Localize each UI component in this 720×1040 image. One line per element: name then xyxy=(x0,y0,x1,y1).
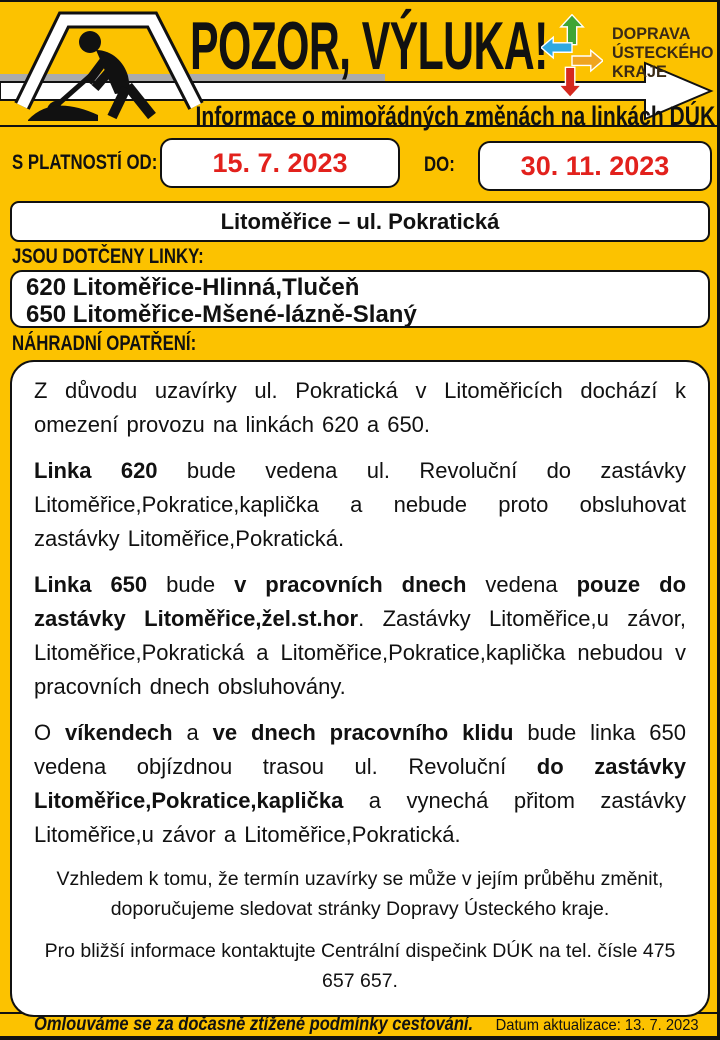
measure-run: a vynechá přitom zastávky Litoměřice,u z… xyxy=(34,788,686,847)
measure-run: a xyxy=(172,720,213,745)
measure-run-bold: v pracovních dnech xyxy=(234,572,467,597)
validity-from-label: S PLATNOSTÍ OD: xyxy=(12,151,194,175)
measure-run: bude xyxy=(147,572,235,597)
affected-lines-box: 620 Litoměřice-Hlinná,Tlučeň 650 Litoměři… xyxy=(10,270,710,328)
header-graphic xyxy=(0,11,714,121)
measure-run-bold: ve dnech pracovního klidu xyxy=(212,720,514,745)
header-subtitle: Informace o mimořádných změnách na linká… xyxy=(49,101,715,132)
measure-run-bold: Linka 620 xyxy=(34,458,158,483)
footer-updated: Datum aktualizace: 13. 7. 2023 xyxy=(478,1017,699,1035)
validity-from-date: 15. 7. 2023 xyxy=(212,147,348,178)
footer-apology: Omlouváme se za dočasně ztížené podmínky… xyxy=(34,1014,539,1036)
measures-text: Z důvodu uzavírky ul. Pokratická v Litom… xyxy=(10,360,710,1017)
validity-from-label-text: S PLATNOSTÍ OD: xyxy=(12,151,158,174)
measures-label-text: NÁHRADNÍ OPATŘENÍ: xyxy=(12,332,197,355)
measure-run: Vzhledem k tomu, že termín uzavírky se m… xyxy=(56,868,664,920)
measure-run: Pro bližší informace kontaktujte Centrál… xyxy=(44,940,676,992)
affected-lines-label: JSOU DOTČENY LINKY: xyxy=(12,245,252,269)
duk-logo-text: DOPRAVA ÚSTECKÉHO KRAJE xyxy=(612,24,717,81)
page-title-text: POZOR, VÝLUKA! xyxy=(190,8,548,84)
roadworks-icon xyxy=(14,11,204,121)
logo-line-1: DOPRAVA xyxy=(612,24,691,43)
page-title: POZOR, VÝLUKA! xyxy=(190,8,717,84)
affected-line: 620 Litoměřice-Hlinná,Tlučeň xyxy=(26,274,360,301)
validity-to-label: DO: xyxy=(424,153,463,177)
measure-run-bold: víkendech xyxy=(65,720,173,745)
footer-apology-text: Omlouváme se za dočasně ztížené podmínky… xyxy=(34,1014,474,1035)
measure-paragraph: O víkendech a ve dnech pracovního klidu … xyxy=(34,716,686,852)
measure-run-bold: pouze do zastávky Litoměřice,žel.st.hor xyxy=(34,572,687,631)
logo-line-3: KRAJE xyxy=(612,62,667,81)
measure-run: bude linka 650 vedena objízdnou trasou u… xyxy=(34,720,686,779)
measure-run: Z důvodu uzavírky ul. Pokratická v Litom… xyxy=(34,378,686,437)
header-subtitle-text: Informace o mimořádných změnách na linká… xyxy=(195,101,715,131)
measure-paragraph: Z důvodu uzavírky ul. Pokratická v Litom… xyxy=(34,374,686,442)
duk-arrows-icon xyxy=(541,14,603,98)
validity-to-label-text: DO: xyxy=(424,153,455,176)
validity-to-box: 30. 11. 2023 xyxy=(478,141,712,191)
measure-run-bold: Linka 650 xyxy=(34,572,148,597)
footer-updated-text: Datum aktualizace: 13. 7. 2023 xyxy=(496,1017,699,1034)
measure-run-bold: do zastávky Litoměřice,Pokratice,kapličk… xyxy=(34,754,686,813)
location-box: Litoměřice – ul. Pokratická xyxy=(10,201,710,242)
location-title: Litoměřice – ul. Pokratická xyxy=(220,208,500,234)
validity-from-box: 15. 7. 2023 xyxy=(160,138,400,188)
measures-label: NÁHRADNÍ OPATŘENÍ: xyxy=(12,332,242,356)
validity-to-date: 30. 11. 2023 xyxy=(520,150,670,181)
measure-paragraph: Linka 620 bude vedena ul. Revoluční do z… xyxy=(34,454,686,556)
measure-run: O xyxy=(34,720,65,745)
logo-line-2: ÚSTECKÉHO xyxy=(612,43,714,62)
measure-paragraph: Pro bližší informace kontaktujte Centrál… xyxy=(34,936,686,996)
measure-run: bude vedena ul. Revoluční do zastávky Li… xyxy=(34,458,686,551)
affected-line: 650 Litoměřice-Mšené-lázně-Slaný xyxy=(26,301,417,328)
measure-paragraph: Vzhledem k tomu, že termín uzavírky se m… xyxy=(34,864,686,924)
affected-lines-label-text: JSOU DOTČENY LINKY: xyxy=(12,245,204,268)
measure-run: vedena xyxy=(466,572,577,597)
measure-run: . Zastávky Litoměřice,u závor, Litoměřic… xyxy=(34,606,686,699)
bottom-band xyxy=(0,1036,717,1040)
duk-logo: DOPRAVA ÚSTECKÉHO KRAJE xyxy=(541,14,717,98)
right-arrow-banner-icon xyxy=(0,61,714,121)
header: POZOR, VÝLUKA! DOPRAVA ÚSTECKÉHO KRAJE I… xyxy=(0,2,717,131)
measure-paragraph: Linka 650 bude v pracovních dnech vedena… xyxy=(34,568,686,704)
